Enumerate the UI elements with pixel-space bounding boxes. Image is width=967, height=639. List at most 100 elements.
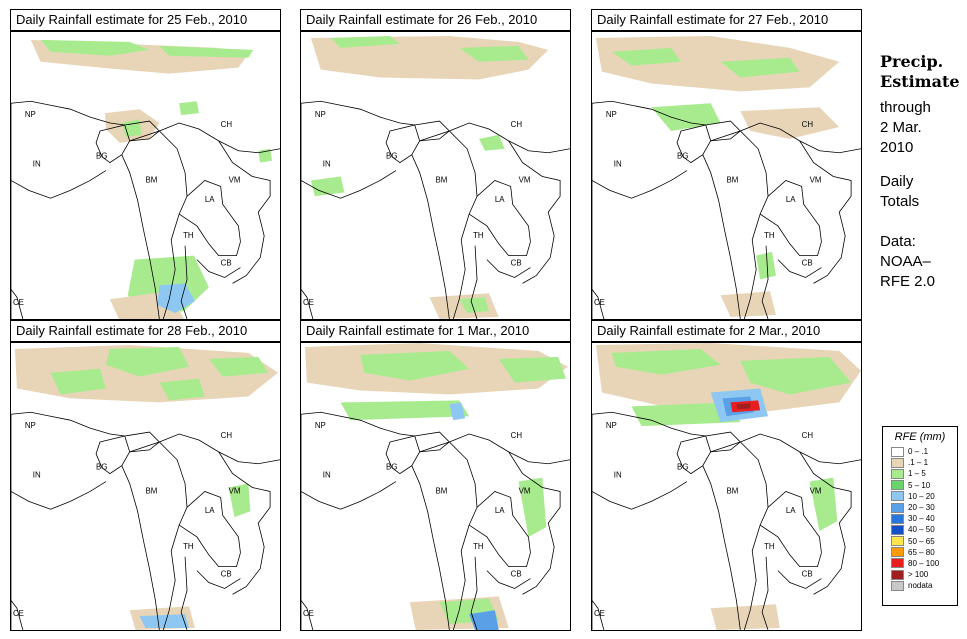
- country-label: CB: [802, 259, 813, 268]
- country-label: TH: [183, 542, 194, 551]
- country-border: [411, 154, 450, 319]
- legend-item: > 100: [891, 569, 957, 580]
- country-border: [470, 245, 478, 319]
- map-panel-4: Daily Rainfall estimate for 28 Feb., 201…: [10, 320, 281, 631]
- country-border: [676, 435, 712, 475]
- country-label: CB: [802, 570, 813, 579]
- country-label: NP: [315, 421, 326, 430]
- country-border: [419, 441, 478, 630]
- rainfall-patch: [469, 610, 499, 630]
- country-label: VM: [519, 486, 531, 495]
- legend-swatch: [891, 536, 904, 547]
- country-label: LA: [205, 195, 215, 204]
- country-label: CE: [303, 298, 314, 307]
- country-border: [777, 259, 822, 278]
- country-border: [385, 435, 421, 475]
- country-border: [508, 140, 561, 284]
- country-label: CH: [221, 120, 233, 129]
- legend-title: RFE (mm): [894, 431, 946, 443]
- legend-label: 65 – 80: [908, 547, 935, 557]
- legend-swatch: [891, 446, 904, 457]
- rainfall-patch: [756, 251, 776, 280]
- country-border: [449, 122, 570, 154]
- rainfall-patch: [720, 291, 776, 318]
- country-border: [705, 120, 741, 142]
- country-label: NP: [606, 110, 617, 119]
- rainfall-patch: [360, 350, 470, 381]
- country-border: [180, 245, 188, 319]
- country-label: LA: [205, 506, 215, 515]
- country-label: LA: [495, 195, 505, 204]
- country-border: [468, 524, 531, 568]
- country-label: CE: [13, 609, 24, 618]
- country-label: VM: [229, 175, 241, 184]
- country-border: [178, 524, 241, 568]
- country-border: [449, 433, 570, 465]
- country-label: TH: [473, 542, 484, 551]
- country-border: [178, 213, 241, 257]
- country-border: [11, 411, 125, 437]
- legend-item: 20 – 30: [891, 502, 957, 513]
- legend-item: nodata: [891, 580, 957, 591]
- rainfall-patch: [518, 477, 547, 537]
- country-label: CE: [594, 298, 605, 307]
- rainfall-patch: [720, 57, 800, 78]
- country-label: CB: [511, 570, 522, 579]
- country-border: [121, 465, 160, 630]
- country-border: [740, 433, 861, 465]
- legend-label: nodata: [908, 581, 933, 591]
- country-border: [486, 570, 531, 589]
- country-label: TH: [473, 231, 484, 240]
- country-label: LA: [495, 506, 505, 515]
- country-label: CH: [511, 120, 523, 129]
- country-label: IN: [33, 160, 41, 169]
- country-border: [196, 570, 241, 589]
- country-label: IN: [614, 160, 622, 169]
- panel-title: Daily Rainfall estimate for 26 Feb., 201…: [300, 9, 571, 31]
- country-label: IN: [323, 160, 331, 169]
- rainfall-patch: [50, 368, 106, 395]
- panel-title: Daily Rainfall estimate for 2 Mar., 2010: [591, 320, 862, 342]
- map-panel-3: Daily Rainfall estimate for 27 Feb., 201…: [591, 9, 862, 320]
- country-border: [159, 433, 280, 465]
- coastline: [592, 481, 688, 510]
- legend-swatch: [891, 524, 904, 535]
- country-border: [95, 124, 131, 164]
- legend-item: 1 – 5: [891, 468, 957, 479]
- country-border: [468, 213, 531, 257]
- country-border: [592, 411, 706, 437]
- country-label: CE: [303, 609, 314, 618]
- legend-label: 40 – 50: [908, 525, 935, 535]
- rainfall-map: NP CH IN BG BM VM LA TH CB CE: [10, 342, 281, 631]
- country-border: [301, 411, 415, 437]
- country-label: BM: [146, 486, 158, 495]
- rainfall-map: NP CH IN BG BM VM LA TH CB CE: [10, 31, 281, 320]
- country-border: [129, 441, 188, 630]
- rainfall-map: NP CH IN BG BM VM LA TH CB CE: [591, 31, 862, 320]
- rainfall-patch: [340, 400, 470, 421]
- rainfall-patch: [159, 45, 254, 58]
- country-label: IN: [323, 471, 331, 480]
- legend-swatch: [891, 547, 904, 558]
- legend-label: 5 – 10: [908, 480, 931, 490]
- country-border: [705, 431, 741, 453]
- country-label: NP: [606, 421, 617, 430]
- rainfall-patch: [40, 39, 150, 56]
- country-border: [186, 490, 241, 553]
- rainfall-patch: [228, 483, 251, 518]
- country-label: BG: [96, 152, 107, 161]
- country-border: [95, 435, 131, 475]
- legend-item: 10 – 20: [891, 491, 957, 502]
- legend-item: 5 – 10: [891, 480, 957, 491]
- country-label: TH: [764, 542, 775, 551]
- country-border: [218, 451, 271, 595]
- country-border: [414, 431, 450, 453]
- country-label: CB: [221, 570, 232, 579]
- legend-label: > 100: [908, 570, 929, 580]
- legend-item: 50 – 65: [891, 536, 957, 547]
- legend-swatch: [891, 491, 904, 502]
- country-label: BM: [727, 175, 739, 184]
- country-border: [159, 122, 280, 154]
- coastline: [592, 170, 688, 199]
- rainfall-map: NP CH IN BG BM VM LA TH CB CE: [300, 31, 571, 320]
